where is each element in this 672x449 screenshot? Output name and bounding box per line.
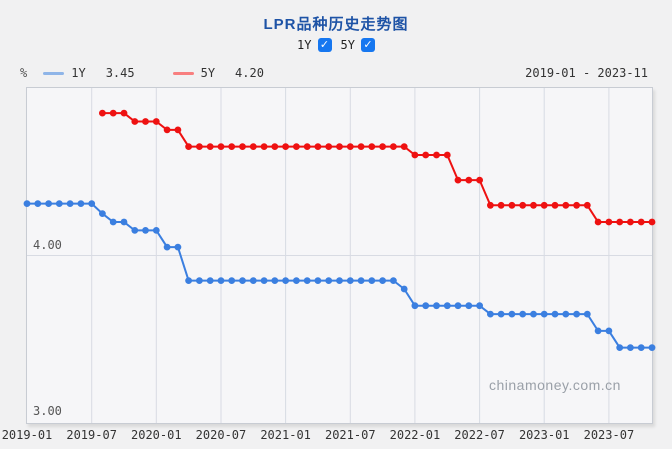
- x-axis-tick-label: 2023-01: [518, 428, 570, 442]
- x-axis-tick-label: 2020-01: [131, 428, 182, 442]
- y-axis-tick-label: 3.00: [33, 404, 62, 418]
- legend-line-swatch-5y: [172, 71, 194, 75]
- legend-label-5y: 5Y: [200, 66, 216, 80]
- x-axis-tick-label: 2022-07: [454, 428, 505, 442]
- x-axis-tick-label: 2022-01: [389, 428, 441, 442]
- plot-area: 4.00 3.00 chinamoney.com.cn: [23, 87, 656, 424]
- legend-value-1y: 3.45: [105, 66, 135, 80]
- x-axis-tick-label: 2021-01: [260, 428, 311, 442]
- x-axis-tick-label: 2019-01: [1, 428, 53, 442]
- legend-value-5y: 4.20: [235, 66, 264, 80]
- lpr-line-chart: [23, 88, 656, 423]
- legend-row: % 1Y 3.45 5Y 4.20: [20, 64, 302, 82]
- checkbox-5y[interactable]: ✓: [360, 38, 375, 52]
- checkbox-1y[interactable]: ✓: [317, 38, 332, 52]
- watermark: chinamoney.com.cn: [489, 377, 621, 393]
- date-range-label: 2019-01 - 2023-11: [525, 66, 648, 80]
- page-title: LPR品种历史走势图: [263, 16, 409, 33]
- legend-line-swatch-1y: [43, 71, 65, 75]
- series-toggle-row: 1Y ✓ 5Y ✓: [0, 37, 672, 53]
- toggle-label-1y: 1Y: [297, 38, 312, 52]
- y-axis-unit-label: %: [20, 66, 28, 80]
- x-axis-tick-label: 2021-07: [324, 428, 376, 442]
- x-axis-tick-label: 2019-07: [66, 428, 117, 442]
- toggle-label-5y: 5Y: [340, 38, 355, 52]
- legend-label-1y: 1Y: [71, 66, 86, 80]
- y-axis-tick-label: 4.00: [33, 238, 62, 252]
- x-axis-tick-label: 2020-07: [195, 428, 247, 442]
- x-axis-tick-label: 2023-07: [583, 428, 635, 442]
